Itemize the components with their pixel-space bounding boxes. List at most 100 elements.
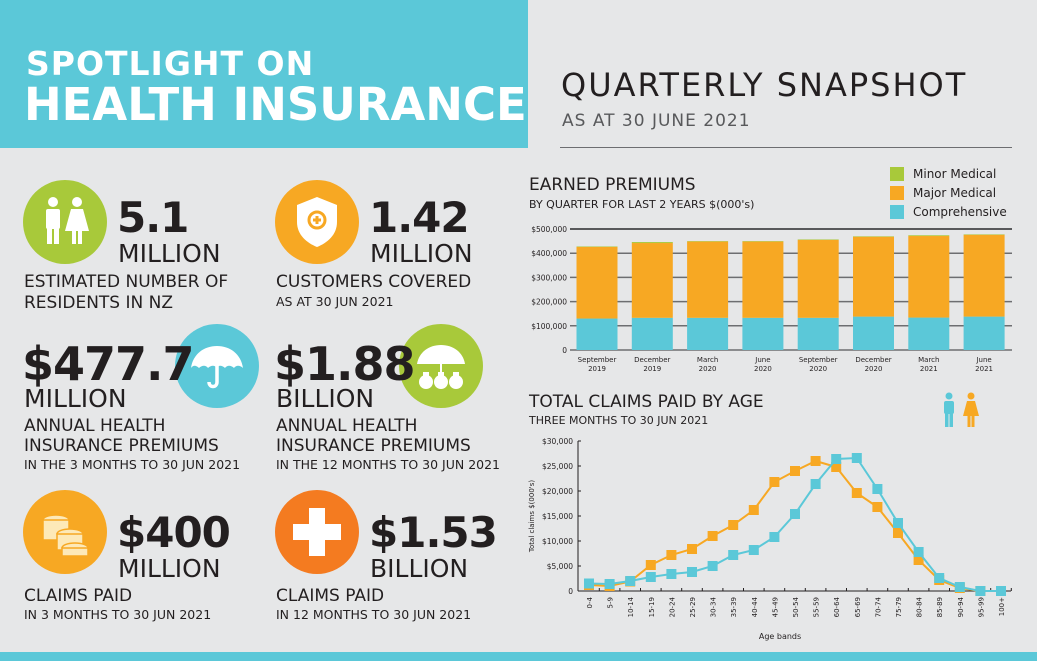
x-tick-label: 2021 bbox=[920, 365, 938, 373]
bar-segment bbox=[742, 317, 784, 350]
y-axis-title: Total claims $(000's) bbox=[528, 480, 536, 553]
x-tick-label: 2020 bbox=[865, 365, 883, 373]
y-tick-label: $400,000 bbox=[531, 249, 567, 258]
x-tick-label: December bbox=[855, 356, 891, 364]
x-tick-label: December bbox=[634, 356, 670, 364]
footer-bar bbox=[0, 652, 1037, 661]
male-data-point bbox=[831, 454, 842, 464]
male-data-point bbox=[872, 484, 883, 494]
male-data-point bbox=[748, 545, 759, 555]
x-axis-title: Age bands bbox=[759, 632, 801, 641]
claims-by-age-chart: 0 $5,000 $10,000 $15,000 $20,000 $25,000 $30,0… bbox=[528, 437, 1012, 641]
stat-unit: MILLION bbox=[118, 554, 221, 583]
female-data-point bbox=[645, 560, 656, 570]
female-claims-line bbox=[588, 459, 1001, 592]
male-icon bbox=[944, 392, 954, 427]
male-data-point bbox=[996, 586, 1006, 596]
x-tick-label: 30-34 bbox=[710, 596, 718, 617]
x-tick-label: 90-94 bbox=[957, 596, 965, 617]
y-tick-label: $15,000 bbox=[542, 512, 573, 521]
x-tick-label: 50-54 bbox=[792, 596, 800, 617]
x-tick-label: 10-14 bbox=[627, 596, 635, 617]
legend-swatch-comprehensive bbox=[890, 205, 904, 219]
snapshot-title: QUARTERLY SNAPSHOT bbox=[561, 66, 968, 104]
male-data-point bbox=[790, 509, 800, 519]
header-line2: HEALTH INSURANCE bbox=[24, 78, 527, 131]
legend-label: Comprehensive bbox=[913, 205, 1007, 219]
stat-label: CUSTOMERS COVERED bbox=[276, 272, 472, 292]
medical-cross-icon bbox=[275, 490, 359, 574]
x-tick-label: 15-19 bbox=[648, 597, 656, 617]
male-data-point bbox=[975, 586, 986, 596]
stat-label: CLAIMS PAID bbox=[24, 586, 133, 606]
stat-value: $1.88 bbox=[274, 337, 416, 391]
snapshot-date: AS AT 30 JUNE 2021 bbox=[562, 111, 751, 131]
shield-plus-icon bbox=[275, 180, 359, 264]
bar-segment bbox=[853, 316, 894, 350]
stat-unit: MILLION bbox=[118, 239, 221, 268]
stat-label: INSURANCE PREMIUMS bbox=[276, 436, 471, 456]
male-data-point bbox=[954, 582, 965, 592]
people-icon bbox=[23, 180, 107, 264]
legend-label: Minor Medical bbox=[913, 167, 997, 181]
female-data-point bbox=[851, 488, 862, 498]
bar-segment bbox=[742, 241, 784, 318]
bar-chart-title: EARNED PREMIUMS bbox=[529, 175, 696, 195]
female-data-point bbox=[831, 462, 842, 472]
y-tick-label: $25,000 bbox=[542, 462, 573, 471]
x-tick-label: 0-4 bbox=[586, 596, 594, 608]
x-tick-label: 20-24 bbox=[668, 596, 676, 617]
stat-note: IN THE 12 MONTHS TO 30 JUN 2021 bbox=[276, 457, 501, 472]
stat-note: IN 3 MONTHS TO 30 JUN 2021 bbox=[24, 607, 212, 622]
female-data-point bbox=[748, 505, 759, 515]
stat-note: IN THE 3 MONTHS TO 30 JUN 2021 bbox=[24, 457, 241, 472]
stat-unit: MILLION bbox=[370, 239, 473, 268]
bar-segment bbox=[687, 241, 729, 318]
x-tick-label: 55-59 bbox=[813, 597, 821, 617]
x-tick-label: 5-9 bbox=[607, 597, 615, 608]
y-tick-label: $5,000 bbox=[547, 562, 573, 571]
legend-swatch-major bbox=[890, 186, 904, 200]
line-chart-title: TOTAL CLAIMS PAID BY AGE bbox=[529, 392, 764, 412]
y-tick-label: 0 bbox=[568, 587, 573, 596]
x-tick-label: 85-89 bbox=[936, 597, 944, 617]
y-tick-label: $300,000 bbox=[531, 273, 567, 282]
bar-segment bbox=[908, 317, 950, 350]
stat-value: 1.42 bbox=[369, 193, 470, 242]
male-data-point bbox=[934, 573, 945, 583]
y-tick-label: $200,000 bbox=[531, 298, 567, 307]
x-tick-label: 2020 bbox=[809, 365, 827, 373]
bar-segment bbox=[963, 316, 1005, 350]
y-tick-label: 0 bbox=[562, 346, 567, 355]
umbrella-money-bags-icon bbox=[399, 324, 483, 408]
stat-label: CLAIMS PAID bbox=[276, 586, 385, 606]
coins-icon bbox=[23, 490, 107, 574]
bar-segment bbox=[631, 243, 673, 318]
x-tick-label: 2019 bbox=[588, 365, 606, 373]
male-data-point bbox=[666, 569, 677, 579]
x-tick-label: 60-64 bbox=[833, 596, 841, 617]
x-tick-label: 95-99 bbox=[977, 597, 985, 617]
male-data-point bbox=[645, 572, 656, 582]
stat-note: AS AT 30 JUN 2021 bbox=[276, 294, 394, 309]
male-data-point bbox=[851, 453, 862, 463]
female-icon bbox=[963, 392, 979, 427]
divider bbox=[560, 147, 1012, 148]
bar-segment bbox=[963, 234, 1005, 317]
stat-value: $1.53 bbox=[369, 508, 498, 557]
x-tick-label: March bbox=[918, 356, 939, 364]
umbrella-icon bbox=[175, 324, 259, 408]
stat-label: INSURANCE PREMIUMS bbox=[24, 436, 219, 456]
y-tick-label: $100,000 bbox=[531, 322, 567, 331]
y-tick-label: $500,000 bbox=[531, 225, 567, 234]
header-banner bbox=[0, 0, 528, 148]
legend-label: Major Medical bbox=[913, 186, 997, 200]
male-data-point bbox=[687, 567, 697, 577]
stat-label: ANNUAL HEALTH bbox=[24, 416, 166, 436]
male-data-point bbox=[810, 479, 821, 489]
bar-segment bbox=[908, 235, 950, 237]
bar-segment bbox=[797, 239, 839, 318]
stat-unit: BILLION bbox=[370, 554, 469, 583]
female-data-point bbox=[872, 502, 883, 512]
female-data-point bbox=[769, 477, 780, 487]
